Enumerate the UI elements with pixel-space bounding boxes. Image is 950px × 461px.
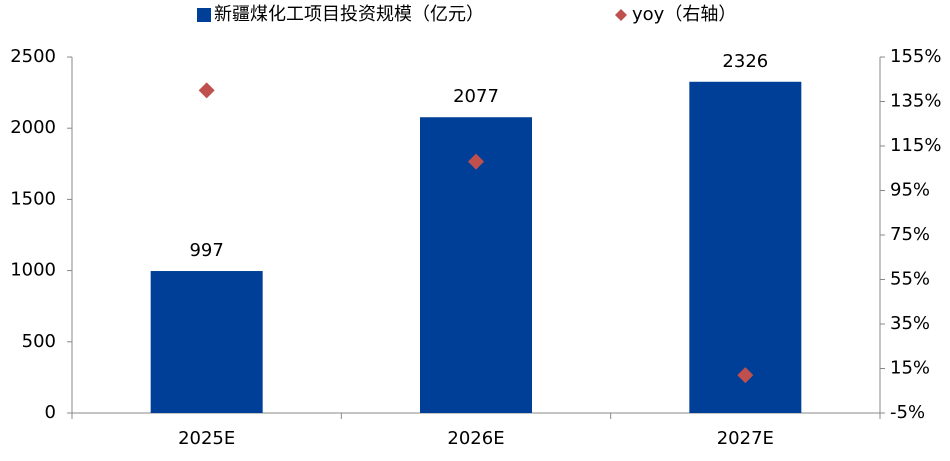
- bar: [150, 271, 263, 413]
- y2-tick-label: 75%: [890, 224, 930, 245]
- y-tick-label: 2000: [10, 117, 56, 138]
- y2-tick-label: 115%: [890, 135, 941, 156]
- marker: [198, 82, 215, 99]
- data-label: 2077: [453, 86, 499, 107]
- legend-label: 新疆煤化工项目投资规模（亿元）: [214, 4, 484, 25]
- y2-tick-label: 155%: [890, 46, 941, 67]
- legend-label: yoy（右轴）: [632, 4, 736, 25]
- bar: [689, 81, 802, 414]
- marker: [468, 153, 484, 170]
- y2-tick-label: 35%: [890, 313, 930, 334]
- data-label: 2326: [722, 51, 768, 72]
- x-tick-label: 2026E: [447, 428, 504, 449]
- y-tick-label: 1500: [10, 188, 56, 209]
- y2-tick-label: -5%: [890, 402, 925, 423]
- legend-swatch: [615, 9, 627, 21]
- data-label: 997: [189, 240, 223, 261]
- legend-swatch: [197, 8, 211, 22]
- y-tick-label: 2500: [10, 46, 56, 67]
- y2-tick-label: 95%: [890, 180, 930, 201]
- y-tick-label: 500: [22, 331, 56, 352]
- y2-tick-label: 135%: [890, 91, 941, 112]
- x-tick-label: 2027E: [717, 428, 774, 449]
- x-tick-label: 2025E: [178, 428, 235, 449]
- y-tick-label: 1000: [10, 260, 56, 281]
- marker: [737, 367, 754, 384]
- y2-tick-label: 55%: [890, 269, 930, 290]
- y2-tick-label: 15%: [890, 358, 930, 379]
- y-tick-label: 0: [45, 402, 56, 423]
